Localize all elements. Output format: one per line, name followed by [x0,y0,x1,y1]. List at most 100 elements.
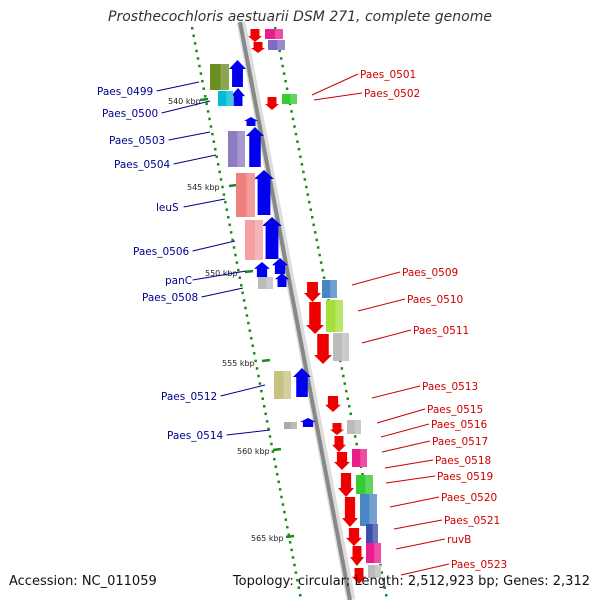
tick-dot-left [257,374,260,378]
tick-dot-left [225,208,229,211]
tick-dot-left [260,389,263,393]
tick-dot-left [281,503,285,506]
map-title: Prosthecochloris aestuarii DSM 271, comp… [108,9,492,25]
tick-dot-left [211,132,214,136]
scale-label: 560 kbp [237,447,270,456]
forward-gene-box [258,277,273,289]
leader-line [361,329,412,344]
tick-dot-left [206,110,210,113]
tick-dot-left [216,163,220,166]
reverse-gene-box-shade [330,280,337,298]
tick-dot-left [280,495,283,499]
reverse-gene-arrow [330,423,344,435]
reverse-gene-arrow [265,97,279,110]
gene-label: Paes_0511 [413,325,469,337]
tick-dot-right [274,27,277,30]
tick-dot-left [224,200,227,204]
tick-dot-left [283,510,286,514]
forward-gene-box-shade [283,371,291,399]
reverse-gene-arrow [334,452,350,470]
reverse-gene-arrow [304,282,321,302]
reverse-gene-box-shade [375,565,381,578]
forward-gene-arrow [254,170,274,215]
forward-gene-arrow [254,262,270,277]
leader-line [393,519,443,530]
tick-dot-right [316,246,320,249]
tick-dot-right [311,216,314,219]
reverse-gene-box-shade [374,543,381,563]
tick-dot-left [192,34,195,38]
tick-dot-right [290,110,293,113]
tick-dot-right [321,268,324,272]
leader-line [385,475,436,484]
tick-dot-right [312,223,315,227]
leader-line [220,384,266,397]
tick-dot-right [348,405,351,408]
reverse-gene-box [366,524,378,544]
genome-backbone [238,21,352,600]
tick-dot-right [343,382,347,385]
tick-dot-right [305,185,308,189]
gene-label: Paes_0504 [114,159,171,171]
forward-gene-box-shade [220,64,229,90]
reverse-gene-box-shade [372,524,378,544]
reverse-gene-arrow [251,42,265,53]
tick-dot-left [244,306,247,310]
tick-dot-left [212,140,216,143]
reverse-gene-arrow [332,436,346,452]
tick-dot-left [248,329,252,332]
tick-dot-left [273,457,276,461]
reverse-gene-arrow [325,396,341,412]
tick-dot-left [238,276,242,279]
tick-dot-right [309,208,313,211]
tick-dot-right [303,178,307,181]
tick-dot-left [191,27,194,30]
leader-line [313,92,363,101]
reverse-gene-box [368,565,381,578]
genome-summary: Topology: circular; Length: 2,512,923 bp… [232,574,590,589]
reverse-gene-arrow [346,528,362,546]
leader-line [380,423,430,438]
tick-dot-left [219,178,223,181]
tick-dot-right [297,147,301,151]
gene-label: Paes_0515 [427,404,483,416]
forward-gene-arrow [272,258,288,274]
tick-dot-right [318,253,321,257]
gene-label: Paes_0508 [142,292,198,304]
tick-dot-left [296,578,299,582]
tick-dot-left [261,397,265,400]
tick-dot-left [245,314,249,317]
gene-label: Paes_0501 [360,69,416,81]
tick-dot-right [278,49,281,53]
tick-dot-left [288,541,292,544]
tick-dot-left [247,321,250,325]
tick-dot-right [361,473,364,476]
scale-label: 540 kbp [168,97,201,106]
tick-dot-left [214,147,217,151]
tick-dot-left [202,87,206,90]
tick-dot-right [353,435,357,438]
forward-gene-box-shade [266,277,273,289]
forward-gene-arrow [275,273,289,287]
forward-gene-arrow [300,418,316,427]
forward-gene-box [236,173,255,217]
scale-tick [244,269,254,274]
reverse-gene-box-shade [354,420,361,434]
reverse-gene-arrow [352,568,366,584]
forward-gene-box [274,371,291,399]
scale-label: 555 kbp [222,359,255,368]
tick-dot-right [342,374,345,378]
leader-line [156,81,200,92]
reverse-gene-box [352,449,367,467]
forward-gene-arrow [293,368,311,397]
forward-gene-box-shade [237,131,245,167]
tick-dot-right [299,155,302,159]
reverse-gene-arrow [314,334,332,364]
forward-gene-arrow [262,217,282,259]
tick-dot-left [255,367,259,370]
tick-dot-left [232,246,236,249]
gene-label: Paes_0502 [364,88,420,100]
tick-dot-left [199,72,203,75]
reverse-gene-box-shade [290,94,297,104]
